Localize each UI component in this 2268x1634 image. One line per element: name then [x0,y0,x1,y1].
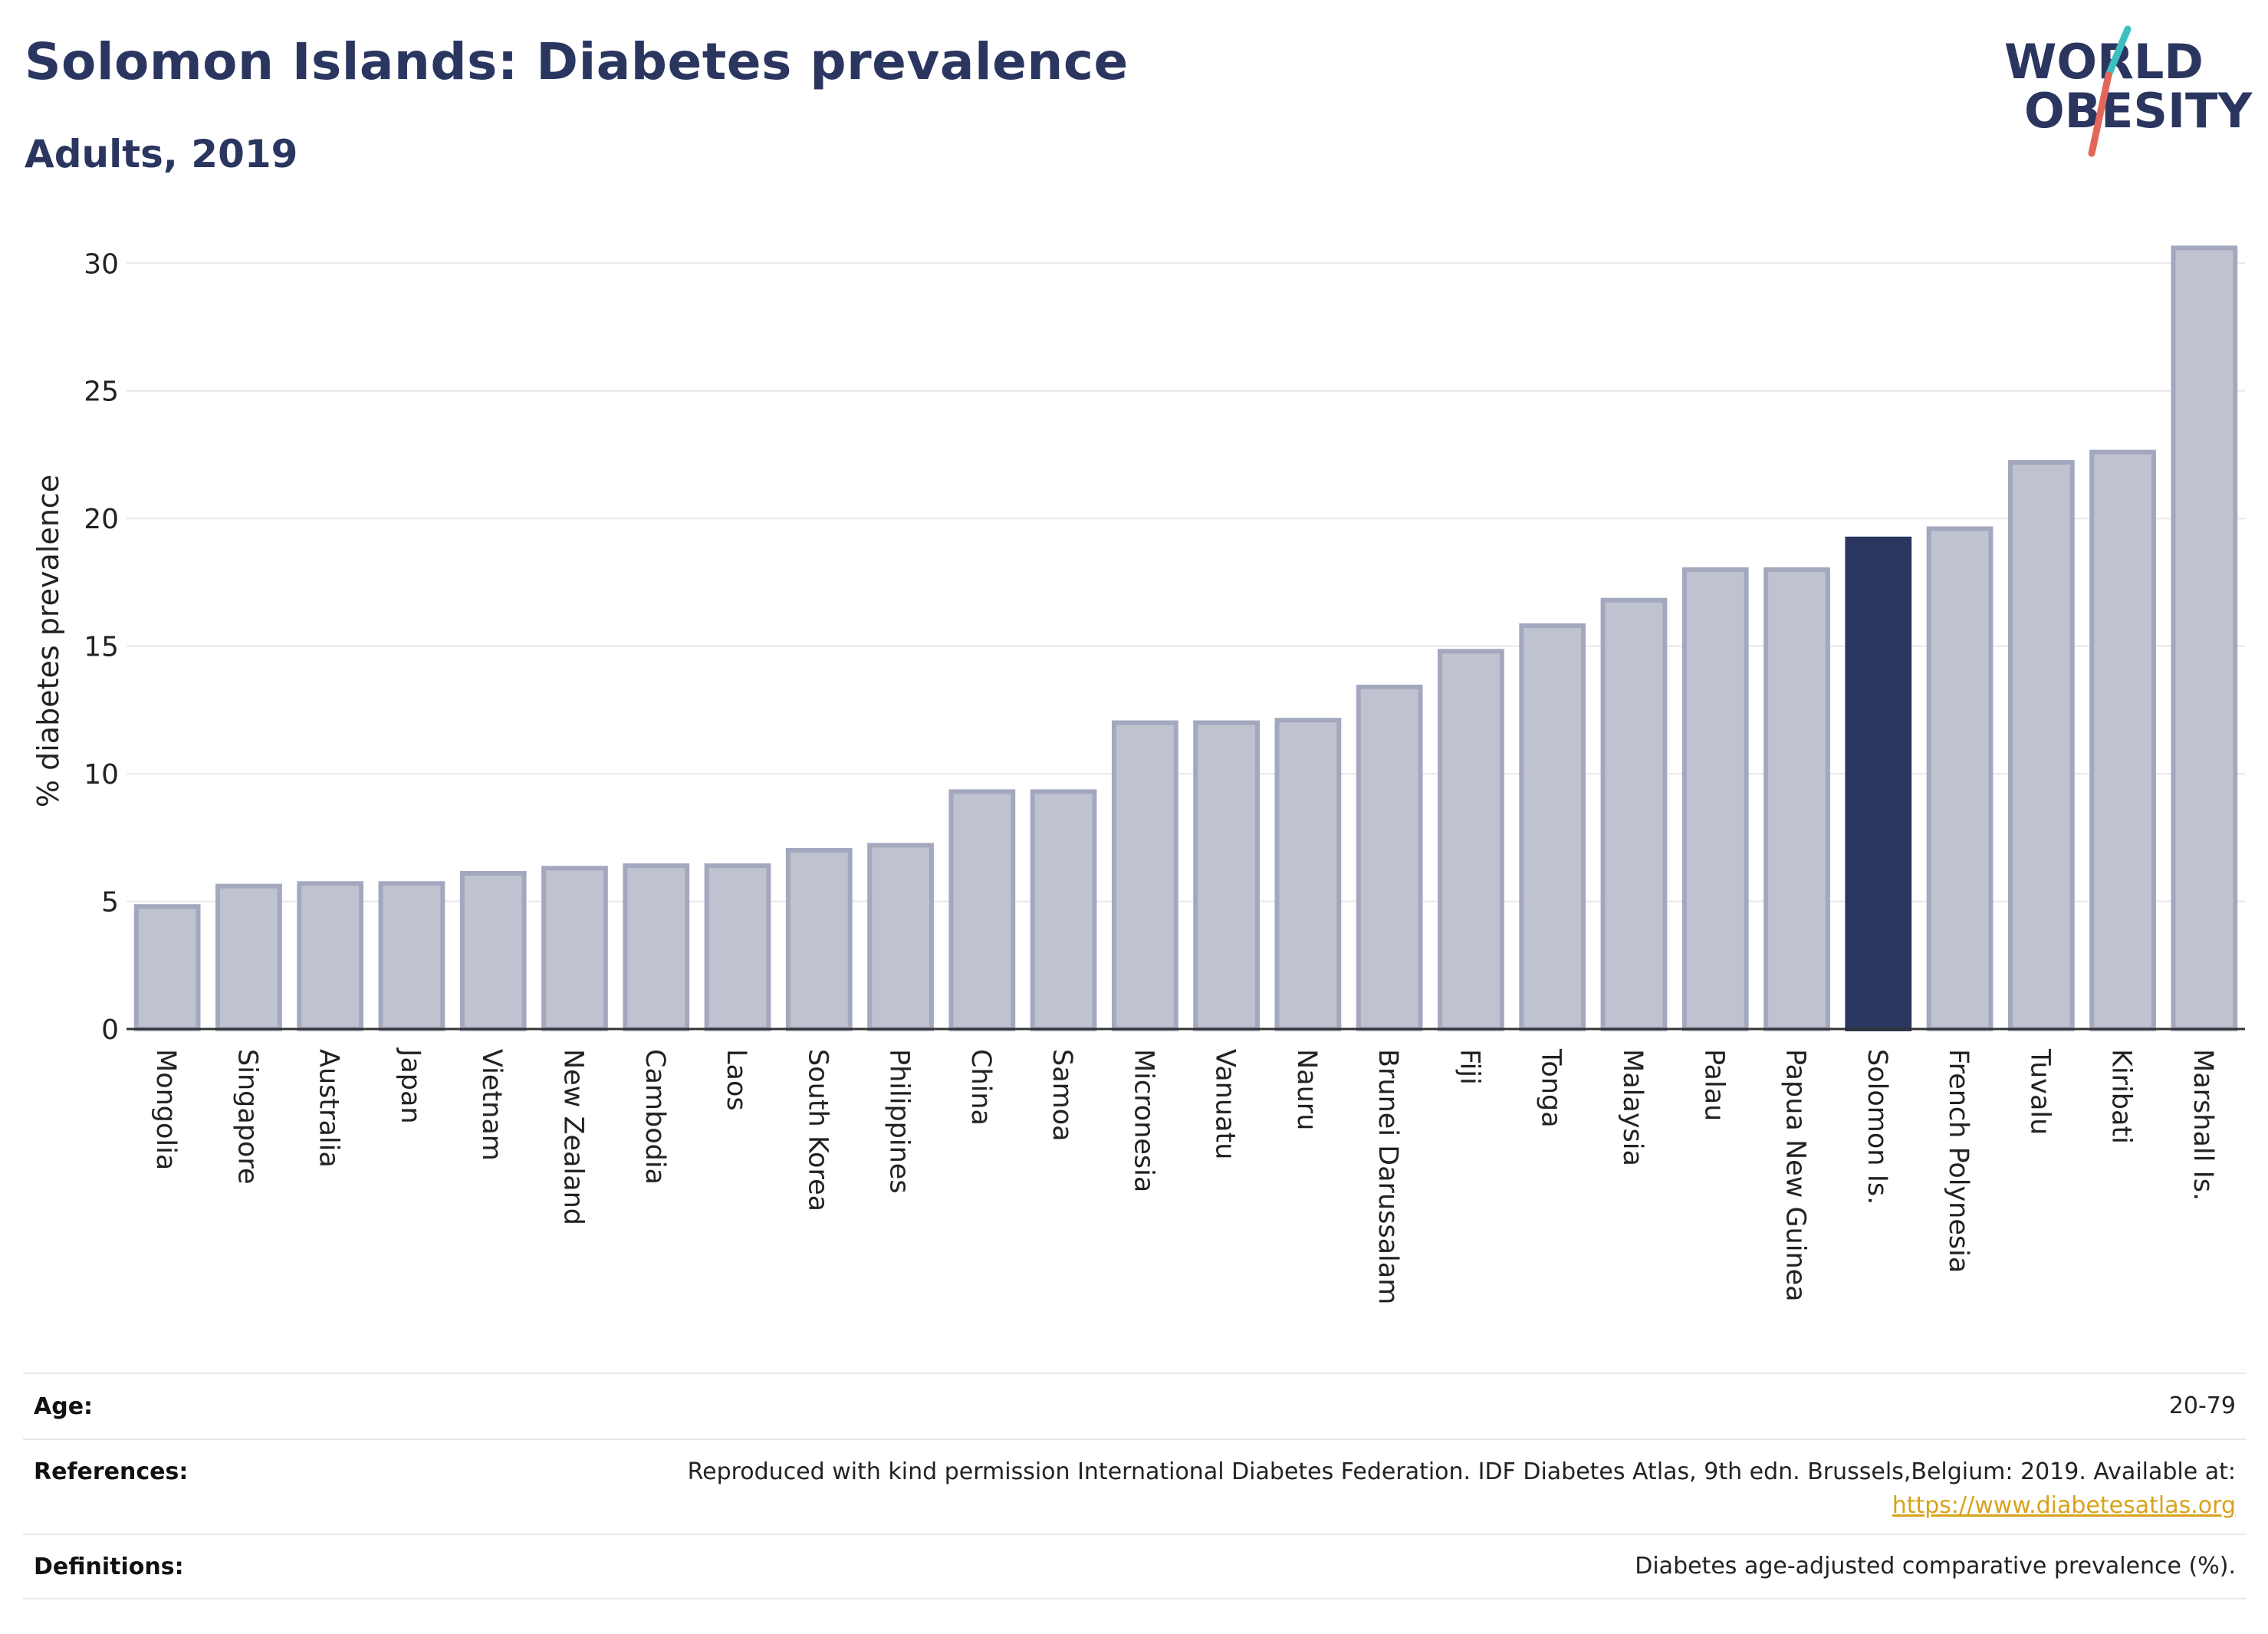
x-tick-label: Kiribati [2106,1049,2137,1144]
x-tick-label: Vanuatu [1210,1049,1241,1159]
y-axis-ticks: 0 5 10 15 20 25 30 [84,248,119,1046]
x-tick-label: Micronesia [1128,1049,1159,1192]
x-tick-label: South Korea [802,1049,833,1212]
x-tick-label: Cambodia [639,1049,670,1185]
x-tick-label: New Zealand [557,1049,588,1225]
x-tick-label: Samoa [1047,1049,1077,1142]
page-subtitle: Adults, 2019 [25,132,298,176]
x-tick-label: Fiji [1454,1049,1484,1085]
x-tick-label: Papua New Guinea [1780,1049,1811,1302]
chart-footer: Age: 20-79 References: Reproduced with k… [23,1373,2247,1599]
x-tick-label: Palau [1698,1049,1729,1121]
bar-australia [297,881,364,1031]
world-obesity-logo: WORLD OBESITY [2004,25,2253,157]
logo-slash-teal [2105,25,2132,79]
y-tick-label: 10 [84,759,119,791]
bar-cambodia [623,863,690,1031]
x-tick-label: Solomon Is. [1862,1049,1892,1205]
bar-malaysia [1600,597,1668,1031]
x-tick-label: Japan [395,1047,426,1124]
x-tick-label: Laos [721,1049,751,1111]
bar-laos [704,863,771,1031]
bar-mongolia [133,904,201,1031]
bar-south-korea [785,847,853,1032]
x-tick-label: Marshall Is. [2187,1049,2218,1201]
x-tick-label: Brunei Darussalam [1372,1049,1403,1304]
references-text: Reproduced with kind permission Internat… [687,1458,2236,1485]
x-tick-label: Singapore [232,1049,262,1185]
bar-new-zealand [541,866,608,1032]
logo-line-2: OBESITY [2024,83,2253,139]
x-tick-label: Mongolia [150,1049,181,1170]
bar-french-polynesia [1926,526,1994,1031]
age-label: Age: [34,1392,94,1420]
y-tick-label: 30 [84,248,119,280]
definitions-value: Diabetes age-adjusted comparative preval… [1635,1553,2236,1580]
page-title: Solomon Islands: Diabetes prevalence [25,32,1129,91]
bar-micronesia [1111,720,1178,1031]
references-label: References: [34,1458,189,1485]
y-axis-label: % diabetes prevalence [31,475,65,807]
age-value: 20-79 [2168,1392,2236,1419]
bar-kiribati [2089,449,2156,1031]
x-tick-label: French Polynesia [1943,1049,1974,1273]
y-tick-label: 20 [84,504,119,535]
logo-slash-red [2088,71,2112,157]
references-link[interactable]: https://www.diabetesatlas.org [1892,1492,2236,1519]
bar-samoa [1030,789,1097,1032]
x-tick-label: Tonga [1536,1048,1566,1128]
bar-china [948,789,1016,1032]
y-tick-label: 25 [84,376,119,408]
bar-chart: 0 5 10 15 20 25 30 Mongolia Singapore Australia J… [31,245,2245,1304]
x-tick-label: Tuvalu [2024,1048,2055,1135]
logo-line-1: WORLD [2004,34,2204,90]
bar-vanuatu [1193,720,1261,1031]
x-tick-label: Nauru [1291,1049,1322,1130]
bar-singapore [215,883,282,1032]
x-tick-label: Philippines [884,1049,915,1194]
bar-papua-new-guinea [1763,567,1830,1031]
x-tick-label: Vietnam [476,1049,507,1161]
footer-row-age: Age: 20-79 [23,1373,2247,1438]
bar-vietnam [459,870,527,1032]
bars [133,245,2238,1032]
y-tick-label: 5 [101,887,119,919]
bar-brunei-darussalam [1356,684,1423,1031]
x-tick-label: Australia [314,1049,344,1168]
footer-row-references: References: Reproduced with kind permiss… [23,1438,2247,1534]
bar-tonga [1519,623,1586,1031]
references-value: Reproduced with kind permission Internat… [688,1455,2236,1523]
x-tick-label: Malaysia [1617,1049,1648,1166]
bar-nauru [1274,718,1342,1031]
bar-solomon-is [1845,536,1912,1031]
bar-philippines [867,843,934,1032]
definitions-label: Definitions: [34,1553,184,1580]
y-tick-label: 15 [84,632,119,663]
bar-tuvalu [2007,459,2075,1031]
footer-row-definitions: Definitions: Diabetes age-adjusted compa… [23,1534,2247,1599]
x-axis-ticks: Mongolia Singapore Australia Japan Vietnam Ne… [150,1047,2218,1304]
bar-japan [378,881,445,1031]
x-tick-label: China [965,1049,996,1126]
y-tick-label: 0 [101,1014,119,1046]
bar-marshall-is [2171,245,2238,1032]
bar-palau [1681,567,1749,1031]
bar-fiji [1438,649,1504,1031]
